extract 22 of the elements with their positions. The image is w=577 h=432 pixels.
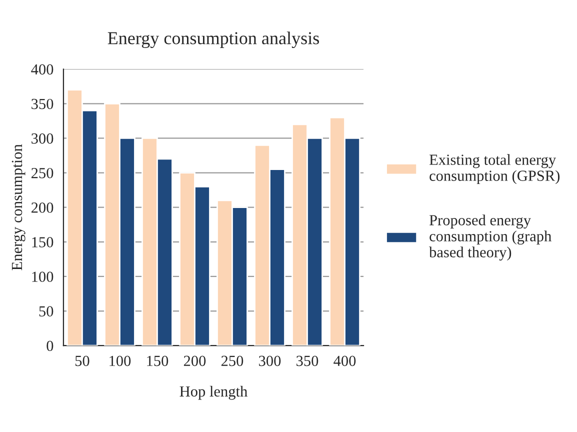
x-tick-label: 300 bbox=[259, 356, 281, 366]
x-tick-label: 400 bbox=[334, 356, 356, 366]
x-tick-label: 350 bbox=[296, 356, 318, 366]
x-tick-label: 50 bbox=[75, 356, 90, 366]
x-tick-label: 200 bbox=[184, 356, 206, 366]
x-tick-label: 250 bbox=[221, 356, 244, 366]
y-tick-label: 50 bbox=[39, 306, 54, 316]
legend-label: Existing total energy consumption (GPSR) bbox=[429, 154, 560, 184]
x-axis-title: Hop length bbox=[180, 386, 248, 400]
chart-title: Energy consumption analysis bbox=[108, 32, 319, 48]
legend-label: Proposed energy consumption (graph based theory) bbox=[429, 214, 552, 261]
y-tick-label: 200 bbox=[32, 202, 54, 213]
y-tick-label: 350 bbox=[32, 98, 54, 110]
y-tick-label: 0 bbox=[46, 340, 54, 352]
y-axis-title: Energy consumption bbox=[12, 144, 26, 270]
y-tick-label: 250 bbox=[32, 168, 54, 178]
y-tick-label: 150 bbox=[32, 237, 54, 248]
y-tick-label: 100 bbox=[32, 272, 54, 282]
x-tick-label: 100 bbox=[110, 356, 131, 366]
y-tick-label: 300 bbox=[32, 133, 54, 144]
y-tick-label: 400 bbox=[31, 64, 54, 75]
x-tick-label: 150 bbox=[147, 356, 168, 366]
